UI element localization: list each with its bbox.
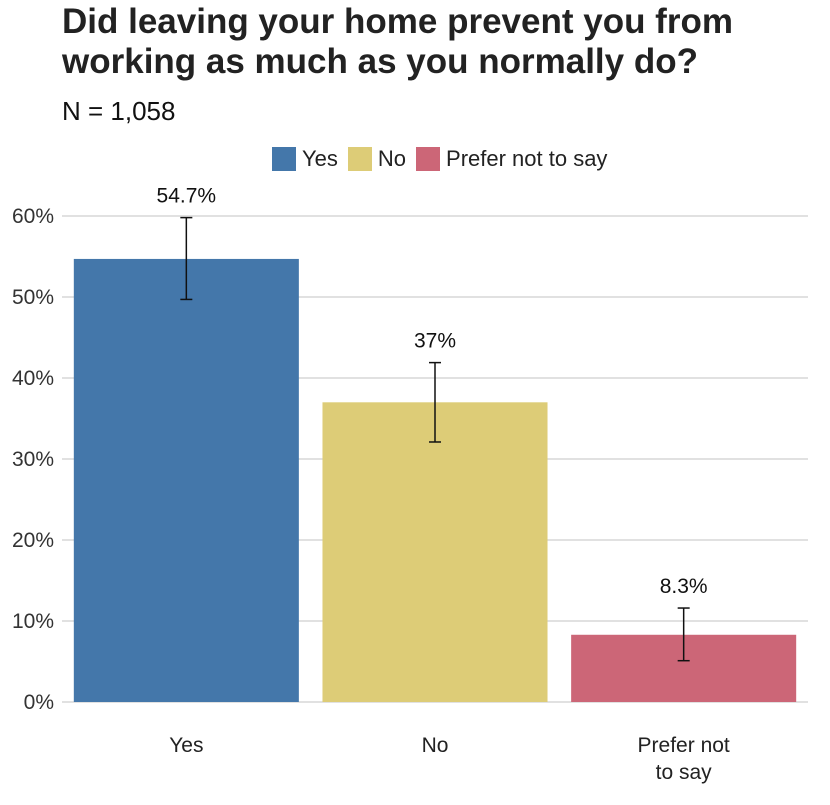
y-tick-label: 30% bbox=[12, 448, 54, 471]
y-tick-label: 0% bbox=[24, 691, 54, 714]
data-label: 37% bbox=[414, 330, 456, 353]
legend-item-no: No bbox=[347, 146, 407, 172]
chart-subtitle: N = 1,058 bbox=[62, 96, 176, 126]
x-tick-label: to say bbox=[656, 761, 713, 784]
x-tick-label: Yes bbox=[169, 734, 203, 757]
data-label: 8.3% bbox=[660, 575, 708, 598]
x-tick-label: No bbox=[422, 734, 449, 757]
y-tick-label: 40% bbox=[12, 367, 54, 390]
chart-title: Did leaving your home prevent you from w… bbox=[62, 2, 733, 81]
legend-swatch-no bbox=[347, 147, 372, 171]
x-tick-label: Prefer not bbox=[638, 734, 730, 757]
legend-label-no: No bbox=[377, 146, 407, 171]
bar bbox=[73, 258, 299, 702]
legend-item-yes: Yes bbox=[272, 146, 338, 172]
legend-swatch-prefer-not-to-say bbox=[416, 147, 441, 171]
legend-item-prefer-not-to-say: Prefer not to say bbox=[416, 146, 607, 172]
bar bbox=[322, 402, 548, 702]
y-tick-label: 10% bbox=[12, 610, 54, 633]
y-tick-label: 50% bbox=[12, 286, 54, 309]
y-tick-label: 60% bbox=[12, 205, 54, 228]
legend-swatch-yes bbox=[272, 147, 296, 171]
y-tick-label: 20% bbox=[12, 529, 54, 552]
legend-label-prefer-not-to-say: Prefer not to say bbox=[446, 146, 608, 171]
legend: Yes No Prefer not to say bbox=[272, 146, 617, 172]
legend-label-yes: Yes bbox=[302, 146, 338, 171]
data-label: 54.7% bbox=[157, 185, 217, 208]
